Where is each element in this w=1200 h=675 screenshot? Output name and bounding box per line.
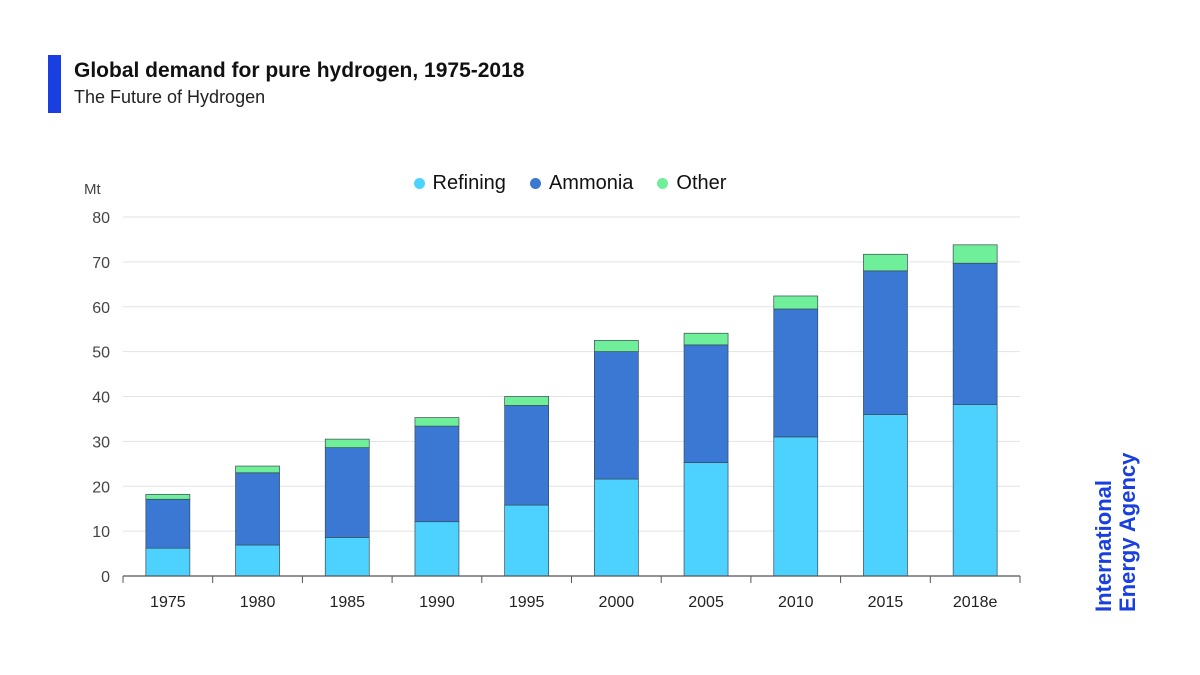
- chart-subtitle: The Future of Hydrogen: [74, 87, 266, 107]
- bar-refining-1985: [324, 537, 370, 577]
- iea-logo: International Energy Agency: [1091, 453, 1152, 622]
- legend-item-refining: Refining: [413, 172, 506, 195]
- bar-ammonia-2010: [773, 308, 819, 438]
- chart-title: Global demand for pure hydrogen, 1975-20…: [74, 59, 525, 82]
- x-tick-label: 2000: [599, 594, 635, 611]
- bars: [145, 244, 998, 577]
- chart-legend: Refining Ammonia Other: [0, 172, 1140, 195]
- bar-ammonia-2005: [683, 344, 729, 463]
- bar-other-1985: [324, 438, 370, 449]
- bar-refining-1975: [145, 547, 191, 577]
- bar-other-1995: [504, 396, 549, 406]
- bar-other-2000: [593, 340, 639, 352]
- bar-other-2010: [773, 295, 819, 310]
- iea-logo-line1: International: [1091, 479, 1116, 612]
- bar-ammonia-1985: [324, 447, 370, 538]
- x-tick-label: 1995: [509, 594, 545, 611]
- bar-ammonia-1975: [145, 498, 191, 549]
- x-tick-label: 1990: [419, 594, 455, 611]
- y-tick-label: 60: [92, 300, 110, 317]
- bar-refining-2018e: [952, 404, 998, 577]
- bar-ammonia-1990: [414, 425, 460, 523]
- bar-refining-1980: [235, 544, 280, 577]
- bar-refining-2000: [593, 478, 639, 577]
- x-tick-label: 1975: [150, 594, 186, 611]
- bar-other-1975: [145, 493, 191, 500]
- legend-label-ammonia: Ammonia: [548, 172, 634, 194]
- x-tick-label: 2005: [688, 594, 724, 611]
- legend-item-other: Other: [657, 172, 726, 195]
- bar-other-2005: [683, 332, 729, 346]
- bar-refining-1995: [504, 504, 549, 577]
- legend-dot-ammonia: [529, 178, 541, 189]
- bar-ammonia-1980: [235, 472, 280, 546]
- axes: 0 10 20 30 40 50 60 70 80 1975 1980 1985 1990 1995 200…: [92, 210, 1021, 611]
- title-accent-bar: [48, 55, 61, 113]
- bar-refining-1990: [414, 521, 460, 577]
- y-tick-label: 50: [92, 345, 110, 362]
- bar-other-2015: [863, 253, 908, 272]
- bar-refining-2005: [683, 462, 729, 577]
- y-tick-label: 30: [92, 434, 110, 451]
- legend-label-refining: Refining: [432, 172, 506, 194]
- y-tick-label: 10: [92, 524, 110, 541]
- bar-other-1990: [414, 417, 460, 427]
- y-axis-unit-label: Mt: [84, 181, 101, 198]
- bar-refining-2010: [773, 436, 819, 577]
- iea-logo-text: International Energy Agency: [1091, 452, 1140, 612]
- x-tick-label: 2015: [868, 594, 904, 611]
- x-tick-label: 2010: [778, 594, 814, 611]
- iea-logo-line2: Energy Agency: [1115, 452, 1140, 612]
- y-tick-label: 0: [101, 569, 110, 586]
- bar-ammonia-2018e: [952, 262, 998, 405]
- legend-label-other: Other: [676, 172, 727, 194]
- bar-other-2018e: [952, 244, 998, 264]
- y-tick-label: 80: [92, 210, 110, 227]
- stacked-bar-chart: 0 10 20 30 40 50 60 70 80 1975 1980 1985 1990 1995 200…: [84, 181, 1021, 611]
- bar-other-1980: [235, 465, 280, 474]
- x-tick-label: 1985: [329, 594, 365, 611]
- bar-ammonia-2015: [863, 270, 908, 415]
- legend-dot-refining: [413, 178, 425, 189]
- y-tick-label: 70: [92, 255, 110, 272]
- bar-ammonia-2000: [593, 351, 639, 480]
- bar-ammonia-1995: [504, 405, 549, 506]
- y-tick-label: 20: [92, 479, 110, 496]
- legend-item-ammonia: Ammonia: [529, 172, 634, 195]
- bar-refining-2015: [863, 414, 908, 577]
- y-tick-label: 40: [92, 390, 110, 407]
- x-tick-label: 2018e: [953, 594, 998, 611]
- legend-dot-other: [657, 178, 669, 189]
- x-tick-label: 1980: [240, 594, 276, 611]
